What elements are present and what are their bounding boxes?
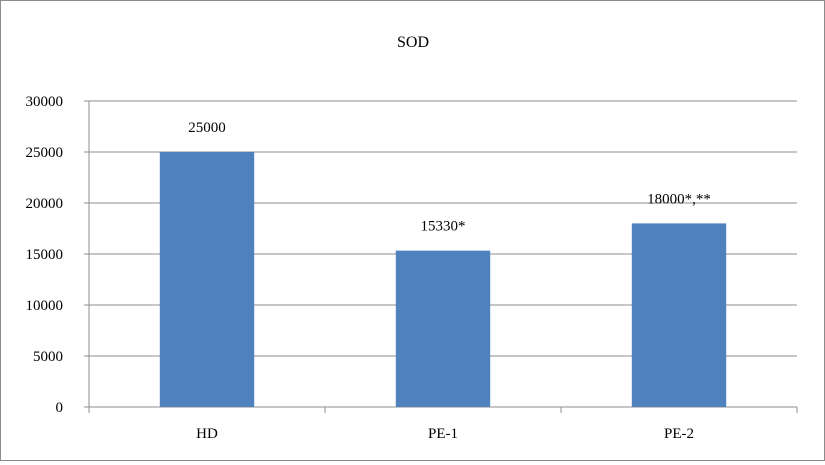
y-tick-label: 5000 <box>33 349 63 365</box>
bar-hd <box>159 152 255 407</box>
y-tick-label: 25000 <box>26 145 64 161</box>
bars <box>159 152 727 407</box>
y-tick-label: 0 <box>56 400 64 416</box>
x-tick-label: HD <box>196 426 218 442</box>
data-label: 18000*,** <box>647 191 711 207</box>
x-tick-label: PE-1 <box>428 426 458 442</box>
y-tick-label: 20000 <box>26 196 64 212</box>
y-tick-label: 10000 <box>26 298 64 314</box>
data-label: 25000 <box>188 120 226 136</box>
bar-pe-2 <box>631 223 727 407</box>
y-tick-label: 30000 <box>26 94 64 110</box>
y-tick-label: 15000 <box>26 247 64 263</box>
chart-title: SOD <box>397 34 429 51</box>
data-label: 15330* <box>421 219 466 235</box>
x-tick-label: PE-2 <box>664 426 694 442</box>
data-labels: 25000 15330* 18000*,** <box>188 120 711 235</box>
bar-pe-1 <box>395 250 491 407</box>
